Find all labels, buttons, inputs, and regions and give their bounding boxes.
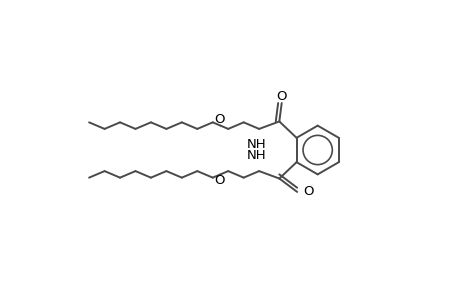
Text: O: O [302,185,313,198]
Text: NH: NH [246,138,265,151]
Text: O: O [214,112,224,126]
Text: O: O [214,174,224,188]
Text: NH: NH [246,149,265,162]
Text: O: O [276,90,286,103]
